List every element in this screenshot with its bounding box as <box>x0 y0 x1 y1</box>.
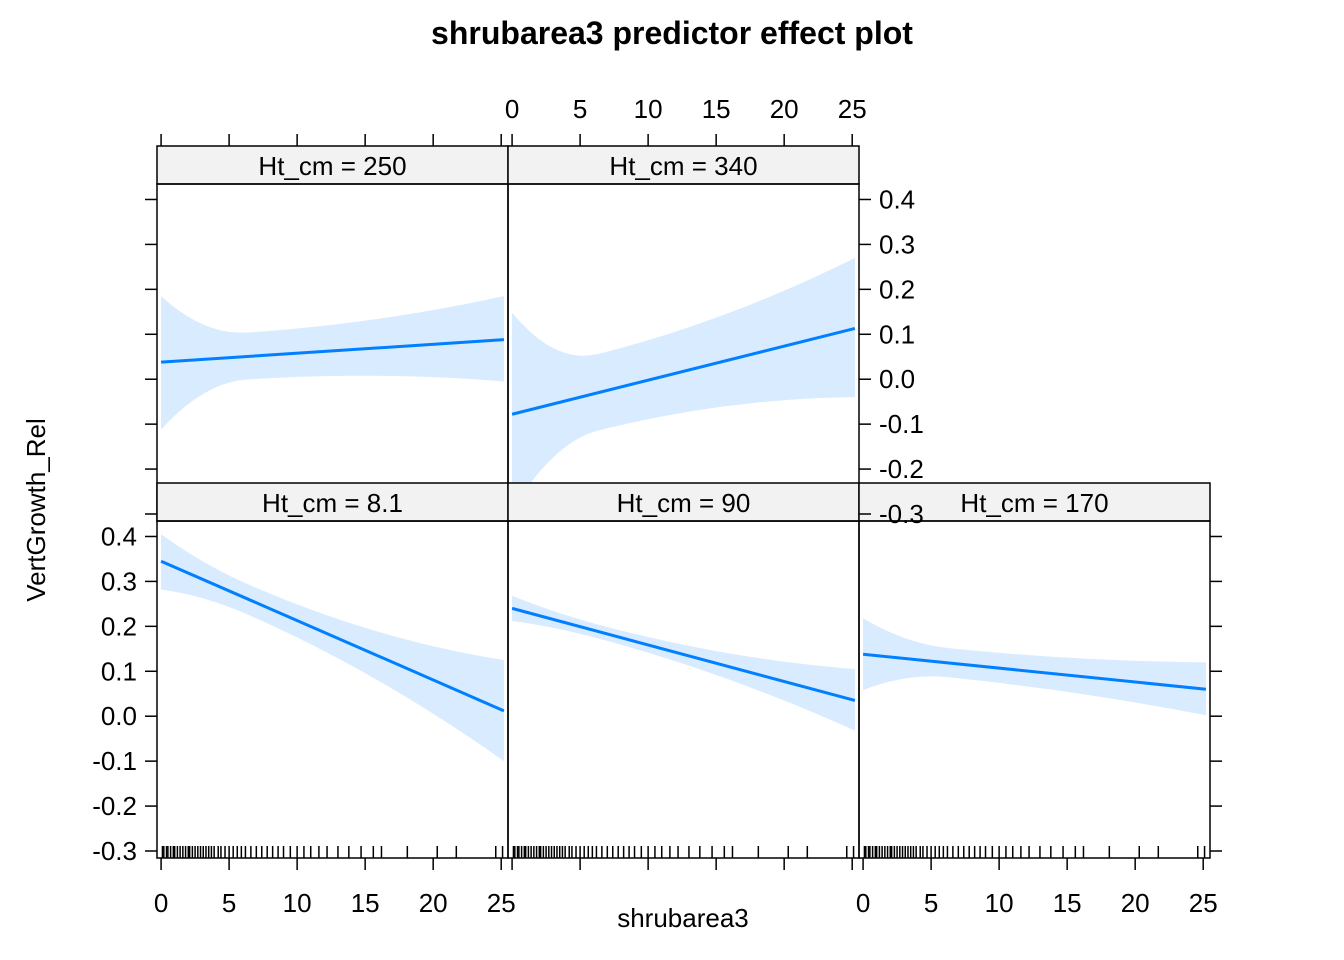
panel-4: Ht_cm = 170 <box>858 482 1211 859</box>
x-tick-label: 5 <box>222 888 236 918</box>
panel-contents <box>160 534 505 858</box>
strip-label: Ht_cm = 90 <box>617 488 751 518</box>
fit-line <box>862 652 1207 691</box>
x-tick-label: 15 <box>702 94 731 124</box>
strip-label: Ht_cm = 250 <box>258 151 406 181</box>
y-tick-label: -0.2 <box>879 454 924 484</box>
y-tick-label: 0.3 <box>879 229 915 259</box>
strip-label: Ht_cm = 340 <box>609 151 757 181</box>
y-tick-label: 0.2 <box>101 611 137 641</box>
fit-line <box>511 326 856 416</box>
y-tick-label: 0.4 <box>879 184 915 214</box>
panel-contents <box>511 595 856 858</box>
panel-2: Ht_cm = 8.1 <box>156 482 509 859</box>
y-tick-label: 0.0 <box>879 364 915 394</box>
y-tick-label: -0.1 <box>879 409 924 439</box>
x-tick-label: 5 <box>924 888 938 918</box>
x-tick-label: 20 <box>1121 888 1150 918</box>
confidence-band <box>863 618 1206 716</box>
x-tick-label: 20 <box>419 888 448 918</box>
strip <box>858 482 1211 522</box>
axes-layer: 0 5 10 15 20 25 0 5 10 15 20 25 0 5 10 15 20 25 -0.3 -0.2 -0… <box>92 94 1222 918</box>
confidence-band <box>512 257 855 510</box>
x-tick-label: 10 <box>283 888 312 918</box>
panel-3: Ht_cm = 90 <box>507 482 860 859</box>
strip-label: Ht_cm = 170 <box>960 488 1108 518</box>
strip-label: Ht_cm = 8.1 <box>262 488 403 518</box>
fit-line <box>160 559 505 713</box>
panels-layer: Ht_cm = 250 Ht_cm = 340 Ht_cm = 8.1 Ht_cm =… <box>156 145 1211 859</box>
panel-border <box>858 520 1211 859</box>
fit-line <box>160 338 505 364</box>
strip <box>507 482 860 522</box>
x-tick-label: 25 <box>487 888 516 918</box>
panel-contents <box>511 257 856 521</box>
x-tick-label: 10 <box>985 888 1014 918</box>
x-tick-label: 0 <box>154 888 168 918</box>
x-tick-label: 0 <box>856 888 870 918</box>
x-tick-label: 20 <box>770 94 799 124</box>
y-tick-label: 0.1 <box>879 319 915 349</box>
y-tick-label: 0.3 <box>101 566 137 596</box>
x-tick-label: 15 <box>1053 888 1082 918</box>
x-tick-label: 25 <box>1189 888 1218 918</box>
x-tick-label: 10 <box>634 94 663 124</box>
y-tick-label: 0.2 <box>879 274 915 304</box>
confidence-band <box>161 534 504 762</box>
x-axis-label: shrubarea3 <box>617 903 749 933</box>
y-axis-label: VertGrowth_Rel <box>21 418 51 602</box>
strip <box>507 145 860 185</box>
x-tick-label: 0 <box>505 94 519 124</box>
x-tick-label: 5 <box>573 94 587 124</box>
strip <box>156 482 509 522</box>
fit-line <box>511 606 856 702</box>
panel-1: Ht_cm = 340 <box>507 145 860 522</box>
y-tick-label: 0.1 <box>101 656 137 686</box>
x-tick-label: 25 <box>838 94 867 124</box>
panel-0: Ht_cm = 250 <box>156 145 509 522</box>
confidence-band <box>512 595 855 731</box>
panel-contents <box>862 618 1207 858</box>
confidence-band <box>161 296 504 430</box>
y-tick-label: -0.3 <box>879 499 924 529</box>
x-tick-label: 15 <box>351 888 380 918</box>
y-tick-label: -0.3 <box>92 836 137 866</box>
y-tick-label: 0.0 <box>101 701 137 731</box>
chart-title: shrubarea3 predictor effect plot <box>431 15 913 51</box>
y-tick-label: -0.2 <box>92 791 137 821</box>
y-tick-label: 0.4 <box>101 521 137 551</box>
y-tick-label: -0.1 <box>92 746 137 776</box>
